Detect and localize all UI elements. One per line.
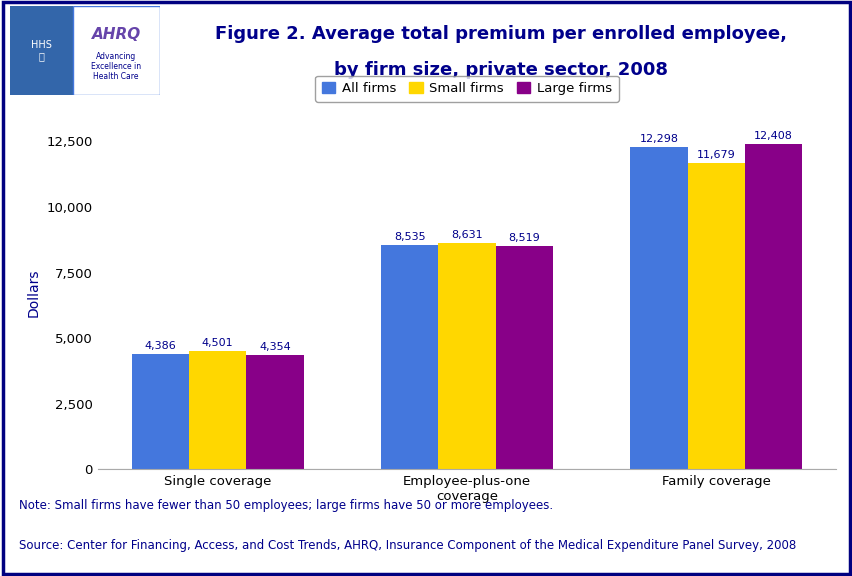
Text: Source: Center for Financing, Access, and Cost Trends, AHRQ, Insurance Component: Source: Center for Financing, Access, an… (19, 539, 795, 552)
Bar (131, 354, 189, 469)
Bar (10, 6, 72, 95)
Text: AHRQ: AHRQ (91, 27, 141, 42)
Text: by firm size, private sector, 2008: by firm size, private sector, 2008 (334, 61, 667, 79)
Bar (381, 245, 438, 469)
Text: 4,386: 4,386 (144, 341, 176, 351)
Text: Advancing
Excellence in
Health Care: Advancing Excellence in Health Care (91, 52, 141, 81)
Text: Note: Small firms have fewer than 50 employees; large firms have 50 or more empl: Note: Small firms have fewer than 50 emp… (19, 499, 552, 513)
Bar (438, 243, 495, 469)
Bar (189, 351, 246, 469)
Y-axis label: Dollars: Dollars (26, 268, 41, 317)
Bar (687, 163, 744, 469)
Text: Figure 2. Average total premium per enrolled employee,: Figure 2. Average total premium per enro… (215, 25, 786, 43)
Text: 4,501: 4,501 (202, 338, 233, 348)
Bar (630, 147, 687, 469)
Text: 8,631: 8,631 (451, 230, 482, 240)
Legend: All firms, Small firms, Large firms: All firms, Small firms, Large firms (315, 76, 618, 102)
Text: 12,298: 12,298 (639, 134, 677, 143)
Text: 12,408: 12,408 (753, 131, 792, 141)
Bar (72, 6, 159, 95)
Text: 4,354: 4,354 (259, 342, 291, 352)
Text: 8,535: 8,535 (394, 232, 425, 242)
Bar (246, 355, 303, 469)
Bar (744, 144, 802, 469)
Text: HHS
🦅: HHS 🦅 (32, 40, 52, 61)
Text: 8,519: 8,519 (508, 233, 539, 242)
Bar (495, 246, 552, 469)
Text: 11,679: 11,679 (696, 150, 735, 160)
